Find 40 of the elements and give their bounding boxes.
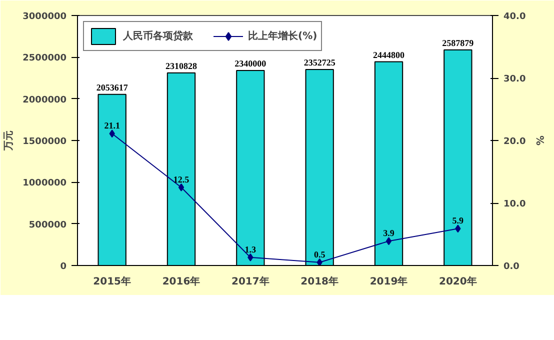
y-axis-title: 万元 xyxy=(2,130,15,152)
data-label: 0.5 xyxy=(314,249,326,260)
data-label: 2310828 xyxy=(166,60,198,71)
y2-tick-label: 20.0 xyxy=(504,137,526,147)
legend-label: 比上年增长(%) xyxy=(248,30,318,43)
y-tick-label: 0 xyxy=(60,262,67,272)
x-tick-label: 2020年 xyxy=(439,276,477,288)
y-tick-label: 2000000 xyxy=(22,95,67,106)
data-label: 2444800 xyxy=(373,50,405,60)
y-tick-label: 1500000 xyxy=(22,137,67,147)
data-label: 2587879 xyxy=(442,38,474,48)
y-tick-label: 500000 xyxy=(28,220,67,230)
data-label: 5.9 xyxy=(452,216,464,226)
y2-axis-title: % xyxy=(534,135,545,146)
x-tick-label: 2016年 xyxy=(162,276,200,288)
x-tick-label: 2015年 xyxy=(93,276,132,288)
x-tick-label: 2017年 xyxy=(232,276,270,288)
x-tick-label: 2019年 xyxy=(370,276,408,288)
y2-tick-label: 30.0 xyxy=(504,74,526,84)
data-label: 2053617 xyxy=(96,82,128,92)
data-label: 1.3 xyxy=(244,244,257,254)
legend-label: 人民币各项贷款 xyxy=(123,30,193,43)
y-tick-label: 2500000 xyxy=(22,54,67,64)
data-label: 12.5 xyxy=(173,174,190,184)
data-label: 2352725 xyxy=(304,57,336,68)
data-label: 3.9 xyxy=(383,228,395,238)
point xyxy=(109,130,115,138)
y2-tick-label: 40.0 xyxy=(504,12,526,22)
point xyxy=(316,258,322,266)
point xyxy=(455,224,461,233)
point xyxy=(178,183,184,192)
y-tick-label: 1000000 xyxy=(22,178,67,189)
x-tick-label: 2018年 xyxy=(300,276,339,288)
data-label: 21.1 xyxy=(104,120,120,131)
point xyxy=(386,237,392,246)
data-label: 2340000 xyxy=(234,58,267,68)
y-tick-label: 3000000 xyxy=(22,12,67,22)
y2-tick-label: 0.0 xyxy=(504,262,520,272)
point xyxy=(248,253,254,262)
y2-tick-label: 10.0 xyxy=(504,200,526,210)
